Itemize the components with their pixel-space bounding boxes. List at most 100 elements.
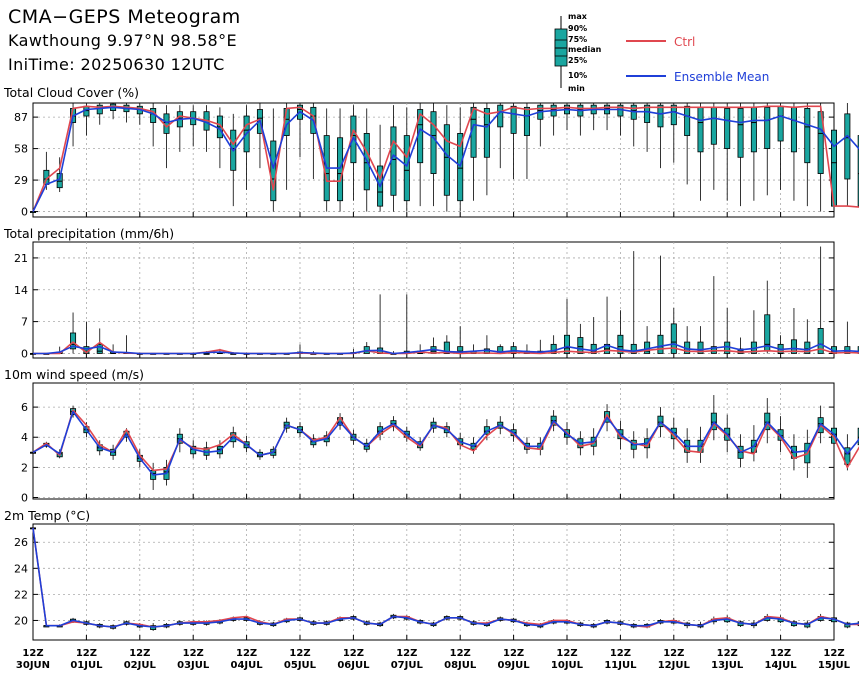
box-body (96, 104, 103, 115)
x-tick-label-date: 09JUL (498, 660, 531, 671)
panel-title: 10m wind speed (m/s) (4, 367, 144, 382)
x-tick-label-date: 06JUL (337, 660, 370, 671)
box-body (657, 334, 664, 354)
panel-4: 2m Temp (°C) 20 22 24 26 (4, 508, 859, 641)
box-body (737, 108, 744, 158)
ensemble-box (203, 105, 210, 152)
legend: max 90% 75%median 25% 10% min Ctrl Ensemble Mea… (554, 12, 769, 93)
x-tick-label-time: 12Z (663, 648, 684, 659)
box-body (70, 332, 77, 350)
y-tick-label: 87 (14, 111, 28, 124)
legend-box-label: 75% (568, 35, 587, 44)
ensemble-box (790, 103, 797, 201)
panel-3: 10m wind speed (m/s) 0 2 4 6 (4, 367, 859, 504)
box-body (523, 106, 530, 136)
ensemble-box (150, 103, 157, 147)
ensemble-box (163, 105, 170, 169)
box-body (710, 106, 717, 145)
box-body (510, 105, 517, 134)
y-tick-label: 0 (21, 491, 28, 504)
x-tick-label-time: 12Z (343, 648, 364, 659)
ensemble-box (403, 294, 410, 354)
ensemble-box (657, 255, 664, 354)
y-tick-label: 0 (21, 347, 28, 360)
box-body (564, 334, 571, 354)
ensemble-box (457, 326, 464, 354)
x-tick-label-time: 12Z (289, 648, 310, 659)
y-tick-label: 0 (21, 206, 28, 219)
legend-box-label: median (568, 45, 602, 54)
ensemble-box (150, 462, 157, 490)
legend-box-label: 25% (568, 56, 587, 65)
box-body (697, 341, 704, 354)
y-tick-label: 24 (14, 562, 28, 575)
x-tick-label-date: 14JUL (765, 660, 798, 671)
box-body (577, 337, 584, 354)
ensemble-box (604, 296, 611, 354)
page-title: CMA−GEPS Meteogram (8, 6, 241, 28)
ensemble-box (710, 276, 717, 354)
ensemble-box (724, 103, 731, 201)
ensemble-box (443, 105, 450, 212)
ensemble-box (844, 103, 851, 207)
ensemble-box (430, 337, 437, 354)
ensemble-box (804, 103, 811, 207)
box-body (403, 135, 410, 202)
y-tick-label: 7 (21, 316, 28, 329)
x-tick-label-date: 08JUL (444, 660, 477, 671)
legend-ctrl-label: Ctrl (674, 35, 695, 49)
ensemble-box (123, 335, 130, 354)
legend-box-label: 10% (568, 71, 587, 80)
ensemble-box (817, 246, 824, 354)
ctrl-line (32, 409, 859, 472)
ensemble-box (190, 105, 197, 147)
box-body (750, 106, 757, 153)
box-body (777, 105, 784, 142)
box-body (670, 323, 677, 354)
x-tick-label-time: 12Z (129, 648, 150, 659)
box-body (337, 137, 344, 202)
box-body (617, 334, 624, 354)
chart-panels: Total Cloud Cover (%) 0 29 58 87 Total precip… (3, 85, 859, 641)
ensemble-box (230, 113, 237, 207)
box-body (790, 339, 797, 354)
ensemble-box (764, 103, 771, 196)
x-tick-label-time: 12Z (450, 648, 471, 659)
box-body (697, 106, 704, 153)
box-body (457, 132, 464, 202)
legend-box-label: 90% (568, 24, 587, 33)
x-tick-label-date: 13JUL (711, 660, 744, 671)
ensemble-mean-line (32, 410, 859, 476)
x-tick-label-date: 11JUL (604, 660, 637, 671)
ensemble-box (537, 103, 544, 147)
panel-title: Total Cloud Cover (%) (3, 85, 139, 100)
ensemble-box (203, 441, 210, 460)
ensemble-box (457, 107, 464, 212)
x-tick-label-date: 03JUL (177, 660, 210, 671)
box-body (670, 104, 677, 126)
legend-box-label: max (568, 12, 588, 21)
panel-frame (32, 241, 835, 359)
box-body (724, 108, 731, 150)
ensemble-box (83, 103, 90, 136)
ensemble-box (750, 103, 757, 201)
legend-mean-label: Ensemble Mean (674, 70, 769, 84)
y-tick-label: 4 (21, 431, 28, 444)
ensemble-box (844, 321, 851, 354)
ensemble-box (56, 157, 63, 193)
box-body (657, 104, 664, 128)
ensemble-box (764, 398, 771, 444)
y-tick-label: 21 (14, 252, 28, 265)
x-tick-label-time: 12Z (76, 648, 97, 659)
ensemble-box (590, 317, 597, 354)
ensemble-box (337, 108, 344, 212)
x-tick-label-date: 30JUN (16, 660, 50, 671)
box-body (817, 328, 824, 354)
box-body (644, 104, 651, 123)
ensemble-box (256, 103, 263, 169)
x-tick-label-date: 02JUL (124, 660, 157, 671)
ensemble-box (764, 280, 771, 354)
init-time-label: IniTime: 20250630 12UTC (8, 55, 225, 74)
panel-title: Total precipitation (mm/6h) (3, 226, 174, 241)
